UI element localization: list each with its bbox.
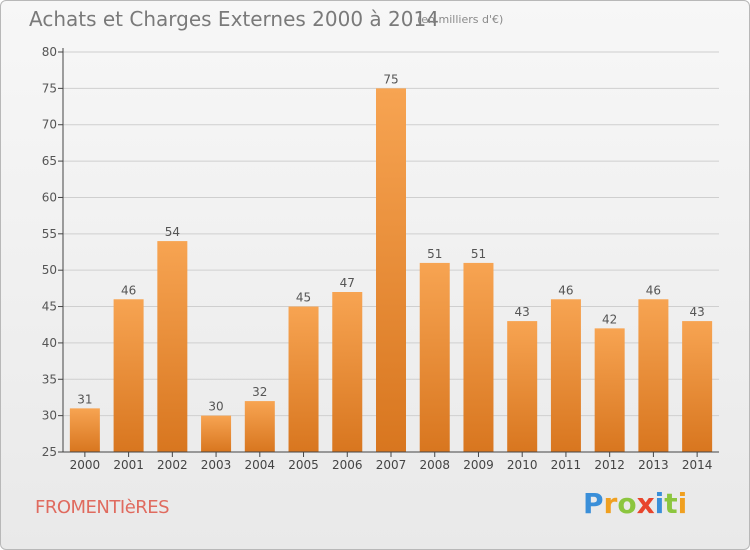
x-tick-label: 2007 xyxy=(376,458,407,472)
x-tick-label: 2002 xyxy=(157,458,188,472)
data-label: 43 xyxy=(689,305,704,319)
brand-logo[interactable]: Proxiti xyxy=(583,487,687,520)
y-tick-label: 65 xyxy=(42,154,57,168)
bar xyxy=(682,321,713,452)
x-tick-label: 2010 xyxy=(507,458,538,472)
x-tick-label: 2014 xyxy=(682,458,713,472)
data-label: 46 xyxy=(646,283,661,297)
bar xyxy=(507,321,538,452)
data-label: 31 xyxy=(77,392,92,406)
y-tick-label: 75 xyxy=(42,81,57,95)
bar-layer: 31 46 54 30 32 45 47 75 51 51 43 46 42 46 43 xyxy=(69,72,713,452)
axis-layer: 25 30 35 40 45 50 55 60 65 70 75 80 2000 2001 2002 2003… xyxy=(42,45,719,472)
bar xyxy=(244,401,275,452)
x-tick-label: 2006 xyxy=(332,458,363,472)
data-label: 30 xyxy=(208,400,223,414)
brand-letter: r xyxy=(603,487,618,520)
commune-name: FROMENTIèRES xyxy=(35,497,170,518)
data-label: 51 xyxy=(471,247,486,261)
brand-letter: o xyxy=(617,487,637,520)
x-tick-label: 2003 xyxy=(201,458,232,472)
x-tick-label: 2012 xyxy=(594,458,625,472)
y-tick-label: 45 xyxy=(42,300,57,314)
y-tick-label: 40 xyxy=(42,336,57,350)
bar xyxy=(594,328,625,452)
data-label: 45 xyxy=(296,291,311,305)
bar xyxy=(113,299,144,452)
bar xyxy=(638,299,669,452)
brand-letter: P xyxy=(583,487,604,520)
bar xyxy=(550,299,581,452)
brand-letter: i xyxy=(677,487,688,520)
y-tick-label: 25 xyxy=(42,445,57,459)
data-label: 43 xyxy=(515,305,530,319)
data-label: 47 xyxy=(340,276,355,290)
data-label: 32 xyxy=(252,385,267,399)
chart-title: Achats et Charges Externes 2000 à 2014 xyxy=(29,7,439,31)
x-tick-label: 2011 xyxy=(551,458,582,472)
x-tick-label: 2008 xyxy=(419,458,450,472)
y-tick-label: 60 xyxy=(42,190,57,204)
x-tick-label: 2000 xyxy=(70,458,101,472)
y-tick-label: 55 xyxy=(42,227,57,241)
x-tick-label: 2009 xyxy=(463,458,494,472)
y-tick-label: 30 xyxy=(42,409,57,423)
data-label: 54 xyxy=(165,225,180,239)
x-tick-label: 2005 xyxy=(288,458,319,472)
bar xyxy=(332,292,363,452)
brand-letter: i xyxy=(654,487,665,520)
data-label: 51 xyxy=(427,247,442,261)
y-tick-label: 35 xyxy=(42,372,57,386)
y-tick-label: 50 xyxy=(42,263,57,277)
x-tick-label: 2004 xyxy=(245,458,276,472)
data-label: 75 xyxy=(383,72,398,86)
data-label: 42 xyxy=(602,312,617,326)
brand-letter: x xyxy=(636,487,655,520)
chart-subtitle: (en milliers d'€) xyxy=(417,13,504,26)
bar xyxy=(69,408,100,452)
bar xyxy=(201,415,232,452)
bar xyxy=(463,262,494,452)
bar xyxy=(157,241,188,452)
bar xyxy=(376,88,406,452)
data-label: 46 xyxy=(558,283,573,297)
x-tick-label: 2013 xyxy=(638,458,669,472)
y-tick-label: 70 xyxy=(42,118,57,132)
brand-letter: t xyxy=(664,487,678,520)
x-tick-label: 2001 xyxy=(113,458,144,472)
data-label: 46 xyxy=(121,283,136,297)
bar xyxy=(419,262,450,452)
y-tick-label: 80 xyxy=(42,45,57,59)
bar xyxy=(288,306,319,452)
